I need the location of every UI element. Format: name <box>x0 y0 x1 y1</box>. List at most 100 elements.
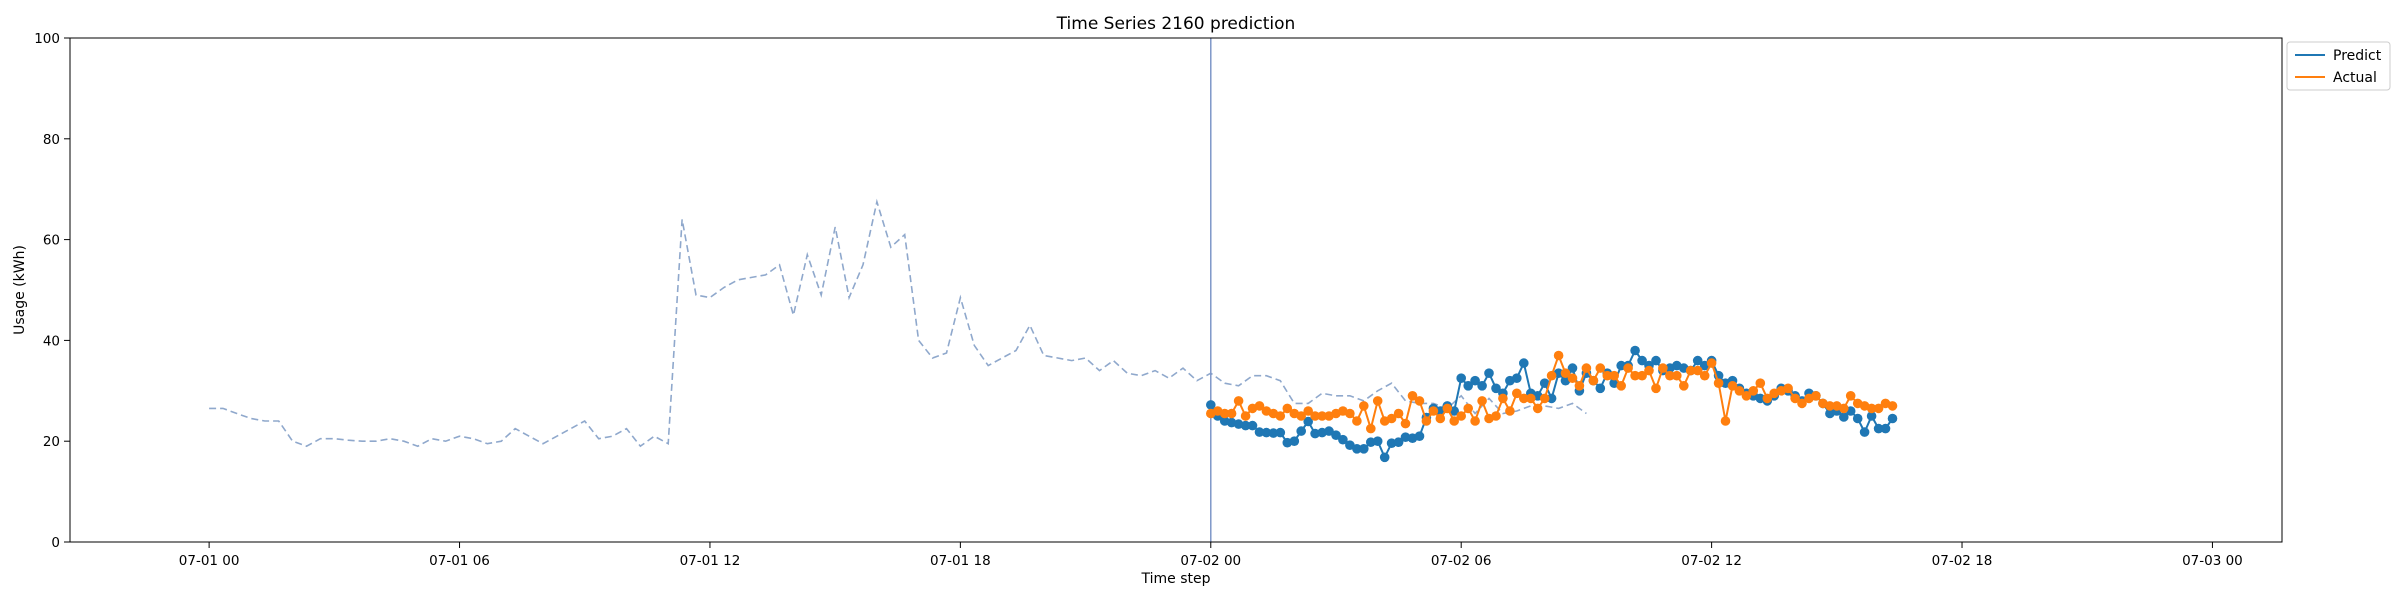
actual-point <box>1567 373 1578 384</box>
predict-series-line <box>1209 348 1894 460</box>
y-tick-label: 40 <box>43 333 60 349</box>
actual-point <box>1491 411 1501 421</box>
actual-point <box>1359 401 1369 411</box>
predict-point <box>1630 345 1640 356</box>
actual-point <box>1310 411 1320 421</box>
actual-point <box>1609 370 1619 381</box>
predict-point <box>1275 427 1286 438</box>
x-tick-label: 07-02 12 <box>1681 553 1742 569</box>
actual-point <box>1720 416 1731 426</box>
actual-point <box>1317 411 1327 421</box>
actual-point <box>1240 411 1251 421</box>
actual-point <box>1637 370 1647 381</box>
axes: 07-01 00 07-01 06 07-01 12 07-01 18 07-02 00… <box>34 31 2283 569</box>
predict-point <box>1859 427 1870 437</box>
legend-predict-label: Predict <box>2333 48 2382 64</box>
actual-point <box>1581 363 1592 373</box>
predict-point <box>1519 358 1529 368</box>
predict-point <box>1546 393 1557 404</box>
actual-point <box>1428 406 1439 416</box>
predict-point <box>1386 438 1397 449</box>
actual-point <box>1386 413 1397 424</box>
x-tick-label: 07-02 18 <box>1932 553 1993 569</box>
predict-point <box>1303 416 1313 427</box>
plot-frame <box>69 37 2283 543</box>
actual-point <box>1672 370 1682 381</box>
predict-point <box>1595 383 1606 394</box>
actual-point <box>1595 363 1606 373</box>
plot-area <box>209 38 1898 542</box>
actual-point <box>1665 370 1675 381</box>
y-tick-label: 20 <box>43 434 60 450</box>
actual-point <box>1477 396 1487 406</box>
actual-point <box>1706 358 1717 368</box>
actual-point <box>1498 393 1508 404</box>
actual-point <box>1887 401 1898 411</box>
actual-point <box>1407 391 1418 401</box>
predict-point <box>1268 428 1279 438</box>
actual-point <box>1699 370 1710 381</box>
actual-point <box>1588 375 1599 386</box>
actual-point <box>1532 403 1543 414</box>
predict-point <box>1839 412 1849 422</box>
actual-point <box>1839 403 1849 414</box>
actual-point <box>1233 396 1244 406</box>
actual-point <box>1442 403 1453 414</box>
actual-point <box>1421 416 1432 426</box>
predict-point <box>1887 413 1898 424</box>
predict-point <box>1637 355 1647 366</box>
y-tick-label: 80 <box>43 132 60 148</box>
y-tick-label: 0 <box>51 535 60 551</box>
actual-point <box>1762 393 1773 404</box>
predict-point <box>1247 420 1258 431</box>
actual-point <box>1574 381 1585 391</box>
predict-point <box>1477 381 1487 391</box>
actual-point <box>1449 416 1459 426</box>
predict-point <box>1470 375 1480 386</box>
predict-point <box>1456 373 1466 384</box>
actual-point <box>1372 396 1383 406</box>
predict-point <box>1414 431 1425 442</box>
actual-point <box>1519 393 1529 404</box>
predict-point <box>1567 363 1578 373</box>
actual-point <box>1727 381 1738 391</box>
actual-point <box>1560 368 1571 379</box>
predict-point <box>1261 427 1272 438</box>
actual-point <box>1463 403 1473 414</box>
predict-point <box>1463 381 1473 391</box>
actual-point <box>1470 416 1480 426</box>
actual-point <box>1226 408 1237 419</box>
predict-point <box>1331 430 1341 441</box>
predict-point <box>1393 437 1404 448</box>
predict-point <box>1324 426 1334 436</box>
actual-point <box>1873 403 1884 414</box>
predict-point <box>1852 413 1863 424</box>
actual-point <box>1539 393 1550 404</box>
predict-point <box>1338 434 1348 445</box>
actual-point <box>1741 391 1752 401</box>
predict-point <box>1359 444 1369 454</box>
actual-point <box>1352 416 1362 426</box>
actual-point <box>1685 365 1696 376</box>
actual-point <box>1797 398 1807 409</box>
actual-point <box>1651 383 1661 394</box>
actual-point <box>1219 408 1230 419</box>
actual-point <box>1783 383 1793 394</box>
actual-point <box>1366 423 1376 434</box>
actual-point <box>1505 406 1515 416</box>
actual-point <box>1644 365 1654 376</box>
x-tick-label: 07-01 06 <box>429 553 490 569</box>
predict-point <box>1289 436 1300 447</box>
actual-point <box>1414 396 1425 406</box>
y-tick-label: 100 <box>34 31 60 47</box>
actual-point <box>1811 391 1821 401</box>
actual-point <box>1602 370 1613 381</box>
actual-point <box>1400 418 1411 429</box>
actual-point <box>1303 406 1313 416</box>
predict-point <box>1512 373 1522 384</box>
predict-point <box>1379 452 1390 463</box>
history-line <box>209 198 1587 448</box>
actual-point <box>1866 403 1877 414</box>
predict-point <box>1240 420 1251 431</box>
actual-point <box>1623 363 1633 373</box>
